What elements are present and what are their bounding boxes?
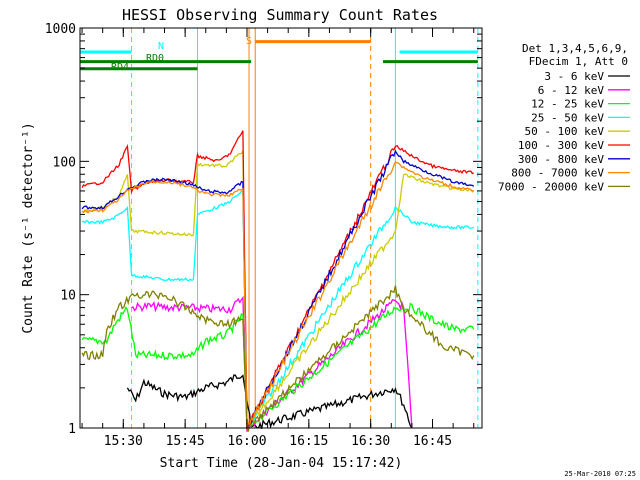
- x-axis-label: Start Time (28-Jan-04 15:17:42): [160, 456, 403, 471]
- series-line-4: [81, 148, 475, 427]
- legend-label-7: 800 - 7000 keV: [511, 167, 604, 180]
- plot-frame: [79, 27, 483, 429]
- x-tick-label-3: 16:15: [289, 434, 328, 449]
- legend-header-1: FDecim 1, Att 0: [529, 55, 628, 68]
- series-line-8: [81, 285, 475, 433]
- series-line-7: [81, 161, 474, 428]
- legend-label-8: 7000 - 20000 keV: [498, 180, 604, 193]
- x-axis: 15:30 15:45 16:00 16:15 16:30 16:45: [81, 28, 475, 449]
- x-tick-label-0: 15:30: [104, 434, 143, 449]
- x-tick-label-4: 16:30: [351, 434, 390, 449]
- series-line-1: [131, 295, 413, 432]
- series-line-6: [81, 149, 475, 429]
- legend-label-2: 12 - 25 keV: [531, 98, 604, 111]
- legend: Det 1,3,4,5,6,9,FDecim 1, Att 0 3 - 6 keV…: [498, 42, 630, 193]
- flag-label-rd4: RD4: [111, 62, 129, 73]
- y-tick-label-2: 100: [53, 155, 76, 170]
- flag-label-n: N: [158, 41, 164, 52]
- time-markers: [79, 28, 479, 428]
- x-tick-label-2: 16:00: [227, 434, 266, 449]
- flag-label-rd0: RD0: [146, 53, 164, 64]
- x-tick-label-5: 16:45: [413, 434, 452, 449]
- timestamp: 25-Mar-2010 07:25: [564, 470, 636, 478]
- legend-label-4: 50 - 100 keV: [525, 125, 605, 138]
- y-axis: 1 10 100 1000: [45, 22, 482, 437]
- y-axis-label: Count Rate (s⁻¹ detector⁻¹): [21, 122, 36, 333]
- series-line-0: [126, 374, 413, 429]
- legend-label-0: 3 - 6 keV: [544, 70, 604, 83]
- y-tick-label-3: 1000: [45, 22, 76, 37]
- y-tick-label-1: 10: [60, 289, 76, 304]
- legend-header-0: Det 1,3,4,5,6,9,: [522, 42, 628, 55]
- legend-label-3: 25 - 50 keV: [531, 111, 604, 124]
- y-tick-label-0: 1: [68, 422, 76, 437]
- series-line-3: [81, 190, 475, 430]
- legend-label-1: 6 - 12 keV: [538, 84, 605, 97]
- series-lines: [81, 130, 475, 433]
- x-tick-label-1: 15:45: [166, 434, 205, 449]
- chart-title: HESSI Observing Summary Count Rates: [122, 6, 438, 24]
- series-line-2: [81, 302, 475, 428]
- legend-label-5: 100 - 300 keV: [518, 139, 604, 152]
- legend-label-6: 300 - 800 keV: [518, 153, 604, 166]
- flag-label-s: S: [246, 36, 252, 47]
